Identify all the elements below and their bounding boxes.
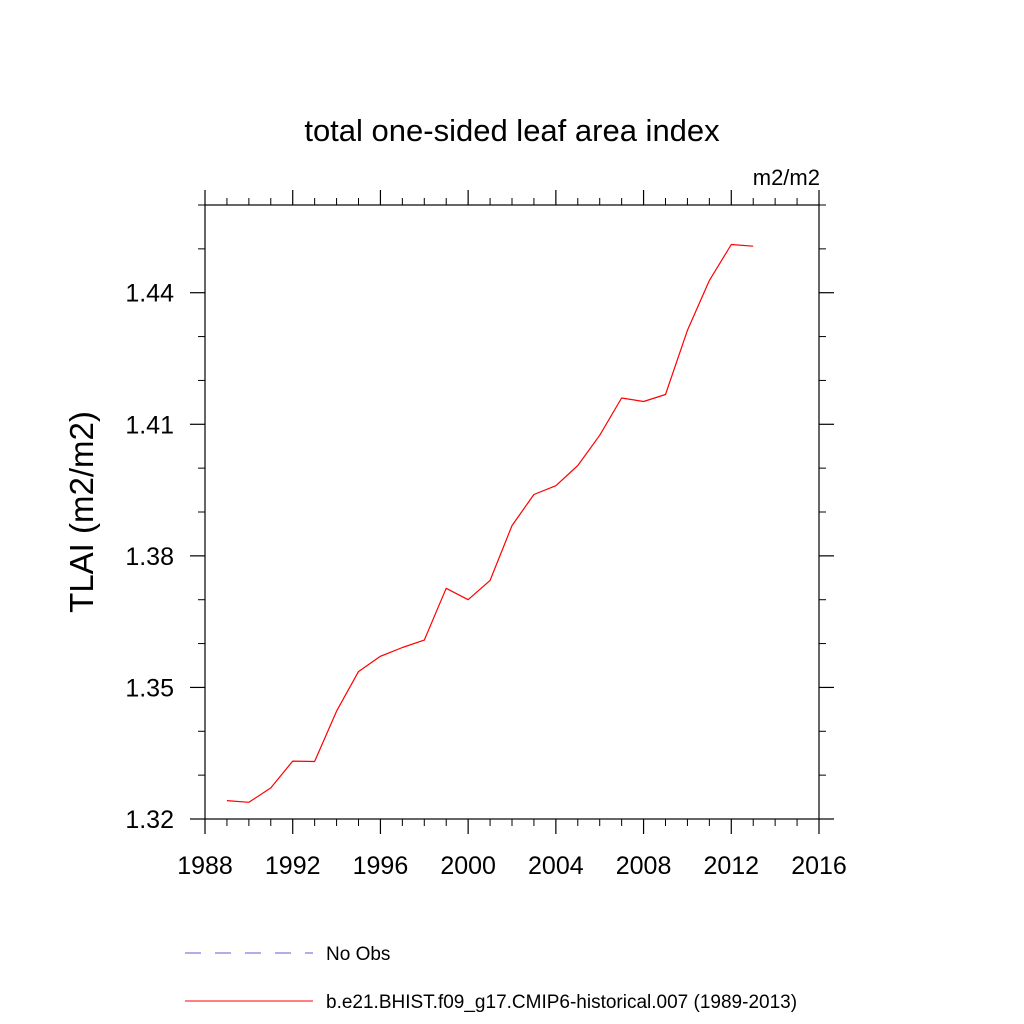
x-tick-label: 1992	[265, 852, 321, 880]
y-tick-label: 1.38	[125, 543, 174, 571]
chart-title: total one-sided leaf area index	[304, 113, 720, 148]
y-tick-label: 1.32	[125, 806, 174, 834]
series-line	[226, 243, 754, 803]
plot-frame	[204, 204, 820, 820]
y-tick-label: 1.35	[125, 674, 174, 702]
axis-ticks: 1988 1992 1996 2000 2004 2008 2012 2016 1.32 1.35…	[125, 190, 847, 880]
x-tick-label: 2008	[616, 852, 672, 880]
legend-label: No Obs	[326, 944, 390, 965]
y-tick-label: 1.44	[125, 280, 174, 308]
x-tick-label: 2000	[440, 852, 496, 880]
units-label: m2/m2	[753, 165, 820, 190]
legend-label: b.e21.BHIST.f09_g17.CMIP6-historical.007…	[326, 992, 797, 1013]
x-tick-label: 1988	[177, 852, 233, 880]
legend: No Obs b.e21.BHIST.f09_g17.CMIP6-historic…	[185, 944, 797, 1013]
y-axis-label: TLAI (m2/m2)	[63, 411, 100, 613]
x-tick-label: 1996	[353, 852, 409, 880]
x-tick-label: 2012	[703, 852, 759, 880]
y-tick-label: 1.41	[125, 411, 174, 439]
x-tick-label: 2004	[528, 852, 584, 880]
x-tick-label: 2016	[791, 852, 847, 880]
plot-lines	[226, 243, 754, 803]
